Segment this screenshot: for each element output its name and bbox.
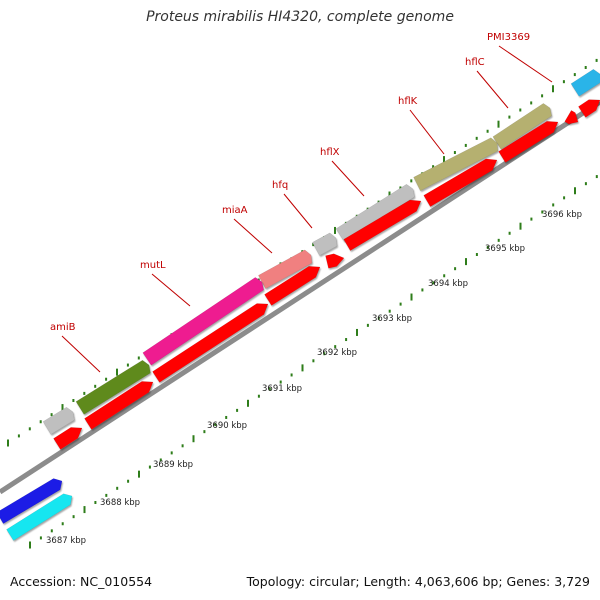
position-label: 3689 kbp	[153, 460, 193, 470]
forward-cds-1	[578, 99, 600, 118]
position-label: 3692 kbp	[317, 348, 357, 358]
gene-label-amib[interactable]: amiB	[50, 322, 76, 333]
inner-tick-ring	[29, 175, 598, 549]
forward-cds-4	[343, 199, 422, 251]
position-labels: 3687 kbp 3688 kbp 3689 kbp 3690 kbp 3691 kbp…	[46, 210, 582, 546]
gene-label-miaa[interactable]: miaA	[222, 205, 248, 216]
gene-features	[0, 68, 600, 541]
label-leader-hflc	[476, 70, 509, 109]
position-label: 3694 kbp	[428, 279, 468, 289]
accession-text: Accession: NC_010554	[10, 574, 153, 589]
gene-label-hfq[interactable]: hfq	[272, 180, 288, 191]
position-label: 3695 kbp	[485, 244, 525, 254]
position-label: 3687 kbp	[46, 536, 86, 546]
label-leader-mutl	[151, 273, 191, 307]
gene-label-mutl[interactable]: mutL	[140, 260, 166, 271]
outer-gene-mutl	[142, 277, 264, 366]
forward-cds-2	[498, 121, 559, 163]
forward-cds-5	[325, 253, 345, 269]
outer-gene-hflc	[492, 103, 552, 150]
position-label: 3691 kbp	[262, 384, 302, 394]
label-leader-miaa	[233, 218, 273, 254]
outer-gene-amib	[75, 359, 151, 415]
outer-gene-hfq	[312, 232, 338, 256]
lower-gene-0	[0, 478, 63, 524]
label-leader-hflk	[409, 109, 445, 155]
forward-cds-7	[152, 303, 269, 383]
forward-cds-8	[84, 381, 154, 430]
outer-gene-hflk	[413, 137, 499, 192]
gene-label-pmi3369[interactable]: PMI3369	[487, 32, 530, 43]
position-label: 3696 kbp	[542, 210, 582, 220]
gene-label-hflk[interactable]: hflK	[398, 96, 418, 107]
label-leader-hfq	[283, 193, 313, 229]
forward-cds-6	[264, 266, 321, 306]
genome-backbone	[0, 99, 600, 495]
position-label: 3690 kbp	[207, 421, 247, 431]
gene-label-hflc[interactable]: hflC	[465, 57, 485, 68]
label-leader-hflx	[331, 160, 365, 197]
gene-label-hflx[interactable]: hflX	[320, 147, 340, 158]
forward-cds-3	[423, 158, 498, 207]
gene-labels: amiB mutL miaA hfq hflX hflK hflC PMI3369	[50, 32, 553, 373]
forward-cds-9	[53, 427, 83, 450]
genome-summary-text: Topology: circular; Length: 4,063,606 bp…	[246, 574, 590, 589]
outer-gene-unnamed-8	[42, 406, 75, 435]
map-title: Proteus mirabilis HI4320, complete genom…	[146, 9, 454, 25]
position-label: 3693 kbp	[372, 314, 412, 324]
forward-cds-0	[564, 110, 579, 125]
lower-gene-1	[6, 493, 73, 541]
label-leader-amib	[61, 335, 101, 373]
outer-gene-miaa	[258, 249, 313, 289]
label-leader-pmi3369	[498, 45, 553, 83]
position-label: 3688 kbp	[100, 498, 140, 508]
outer-gene-pmi3369	[570, 68, 600, 97]
